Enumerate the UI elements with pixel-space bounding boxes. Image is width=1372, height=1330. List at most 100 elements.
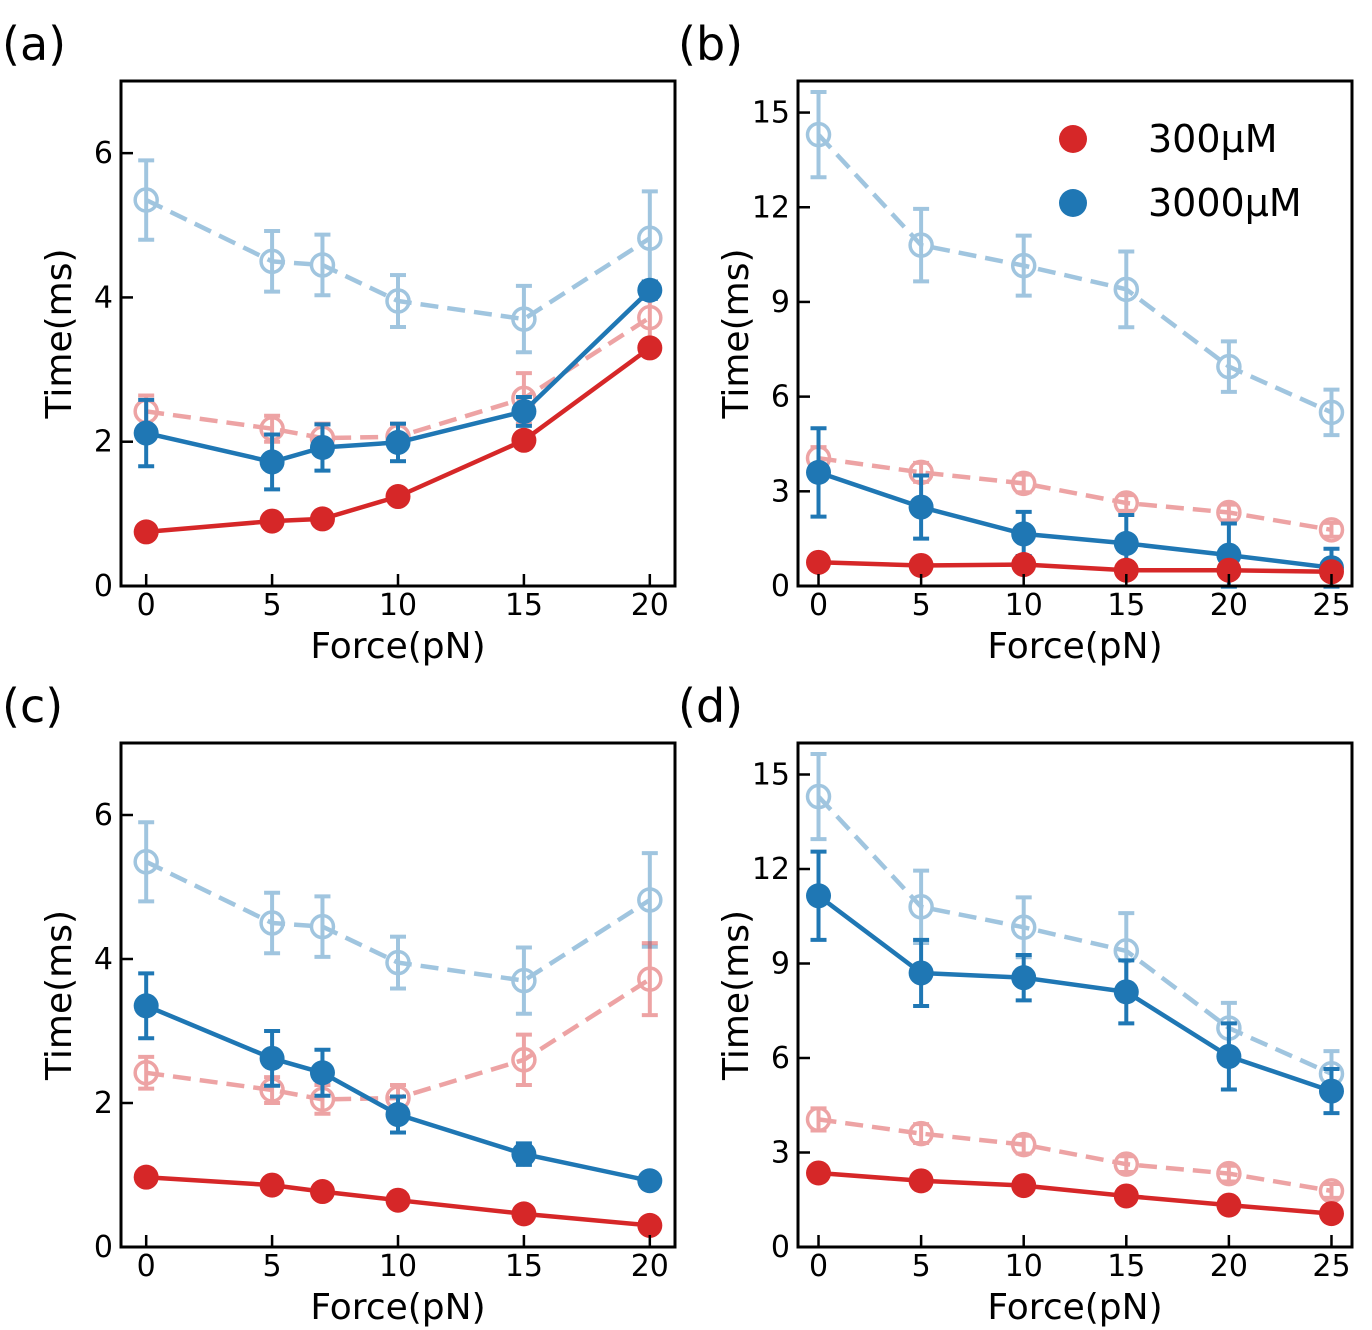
y-tick-label: 9 <box>771 285 790 320</box>
data-point <box>385 949 411 976</box>
data-point <box>133 187 159 213</box>
data-point <box>1318 399 1345 426</box>
data-point <box>1113 1151 1140 1177</box>
y-tick-label: 6 <box>94 798 113 833</box>
x-tick-label: 10 <box>1005 588 1043 623</box>
data-point <box>908 232 934 258</box>
y-tick-label: 2 <box>94 1086 113 1121</box>
data-point <box>637 887 663 913</box>
series-2 <box>133 277 663 492</box>
panel-label: (c) <box>2 679 63 733</box>
x-tick-label: 5 <box>263 588 282 623</box>
series-3 <box>806 549 1344 585</box>
data-point <box>511 306 537 332</box>
series-line <box>818 1170 1332 1216</box>
x-tick-label: 20 <box>631 1249 669 1284</box>
x-axis-title: Force(pN) <box>310 626 485 667</box>
data-point <box>259 1045 285 1071</box>
data-point <box>637 225 663 252</box>
data-point <box>1216 1192 1242 1218</box>
y-tick-label: 12 <box>752 190 790 225</box>
data-point <box>1011 1173 1037 1199</box>
data-point <box>1010 252 1037 279</box>
data-point <box>1318 1078 1344 1104</box>
y-tick-label: 0 <box>771 569 790 604</box>
data-point <box>511 967 537 994</box>
x-tick-label: 15 <box>505 1249 543 1284</box>
x-tick-label: 10 <box>379 588 417 623</box>
series-line <box>817 894 1333 1094</box>
y-tick-label: 12 <box>752 852 790 887</box>
x-tick-label: 0 <box>137 588 156 623</box>
data-point <box>133 519 159 545</box>
y-tick-label: 2 <box>94 425 113 460</box>
data-point <box>908 552 934 578</box>
data-point <box>637 1168 663 1194</box>
data-point <box>1216 557 1242 583</box>
x-tick-label: 20 <box>631 588 669 623</box>
series-0 <box>805 752 1345 1099</box>
series-line <box>818 560 1332 575</box>
y-tick-label: 15 <box>752 96 790 131</box>
data-point <box>1318 1201 1344 1227</box>
y-tick-label: 0 <box>94 1230 113 1265</box>
series-1 <box>805 1106 1345 1204</box>
data-point <box>1216 1043 1242 1069</box>
panel-label: (d) <box>678 679 743 733</box>
data-point <box>309 434 335 460</box>
data-point <box>259 910 285 936</box>
data-point <box>637 966 663 992</box>
x-tick-label: 5 <box>263 1249 282 1284</box>
data-point <box>309 252 336 278</box>
series-line <box>145 315 652 441</box>
series-line <box>817 470 1332 570</box>
data-point <box>1216 353 1242 380</box>
data-point <box>1113 1183 1139 1209</box>
series-2 <box>806 849 1344 1116</box>
data-point <box>908 494 934 520</box>
data-point <box>1318 559 1344 585</box>
data-point <box>259 508 285 534</box>
y-tick-label: 4 <box>94 280 113 315</box>
data-point <box>133 1060 159 1086</box>
data-point <box>1010 1131 1037 1158</box>
data-point <box>1113 557 1139 583</box>
y-axis-title: Time(ms) <box>39 248 80 419</box>
series-1 <box>133 941 663 1116</box>
data-point <box>385 288 411 314</box>
x-tick-label: 20 <box>1210 1249 1248 1284</box>
legend-label: 300µM <box>1148 117 1278 161</box>
x-tick-label: 15 <box>1107 588 1145 623</box>
data-point <box>385 484 411 510</box>
series-line <box>818 1117 1332 1194</box>
series-0 <box>133 820 663 1016</box>
y-tick-label: 9 <box>771 947 790 982</box>
x-tick-label: 25 <box>1312 588 1350 623</box>
series-0 <box>805 90 1345 438</box>
data-point <box>1011 965 1037 991</box>
data-point <box>908 894 934 920</box>
x-axis-title: Force(pN) <box>987 626 1162 667</box>
x-tick-label: 10 <box>379 1249 417 1284</box>
series-0 <box>133 158 663 355</box>
panel-a: (a) 0 5 10 15 20 0 2 4 6 Force(pN) Time(ms) <box>2 17 677 667</box>
y-tick-label: 0 <box>771 1230 790 1265</box>
legend-marker <box>1059 125 1087 153</box>
x-tick-label: 10 <box>1005 1249 1043 1284</box>
data-point <box>806 549 832 575</box>
panel-label: (b) <box>678 17 743 71</box>
data-point <box>385 1187 411 1213</box>
y-tick-label: 4 <box>94 942 113 977</box>
data-point <box>511 1201 537 1227</box>
data-point <box>1318 517 1345 543</box>
series-line <box>146 1174 651 1228</box>
data-point <box>1113 530 1139 556</box>
data-point <box>309 506 335 532</box>
series-line <box>816 794 1333 1076</box>
data-point <box>133 1164 159 1190</box>
data-point <box>259 449 285 475</box>
data-point <box>309 1060 335 1086</box>
series-line <box>145 859 652 983</box>
x-tick-label: 0 <box>809 588 828 623</box>
